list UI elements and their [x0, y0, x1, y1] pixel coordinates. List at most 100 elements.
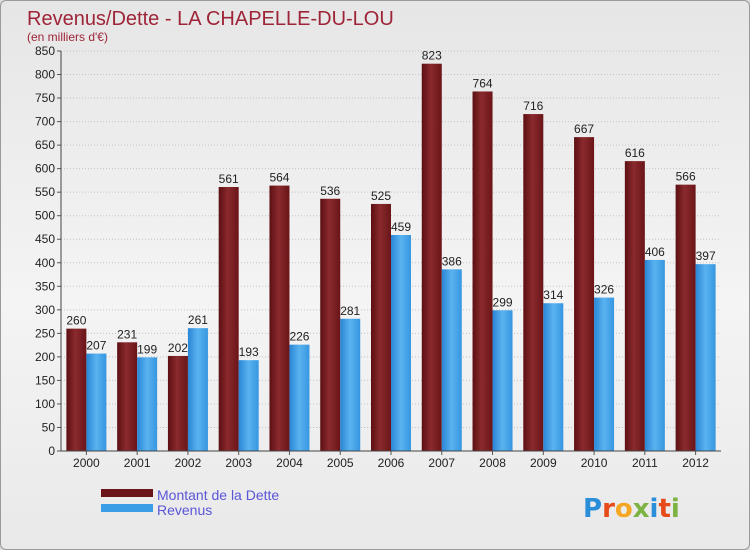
legend-swatch-revenus: [101, 504, 153, 512]
x-tick-label: 2003: [225, 456, 252, 470]
bar-value-label: 231: [117, 327, 137, 341]
bar-dette-2012: [675, 184, 696, 451]
bar-value-label: 406: [645, 245, 665, 259]
bar-value-label: 386: [442, 254, 462, 268]
bar-value-label: 716: [523, 99, 543, 113]
bar-dette-2005: [320, 198, 341, 451]
bar-value-label: 566: [676, 170, 696, 184]
y-tick-label: 300: [35, 303, 55, 317]
bar-dette-2009: [523, 114, 544, 451]
legend-swatch-dette: [101, 489, 153, 497]
chart-subtitle: (en milliers d'€): [27, 30, 108, 44]
y-tick-label: 250: [35, 326, 55, 340]
logo-letter: o: [615, 494, 633, 524]
proxiti-logo: Proxiti: [583, 494, 680, 524]
bar-value-label: 193: [239, 345, 259, 359]
bar-value-label: 299: [493, 295, 513, 309]
y-tick-label: 750: [35, 91, 55, 105]
axes: [60, 51, 721, 452]
x-tick-label: 2001: [124, 456, 151, 470]
y-tick-label: 550: [35, 185, 55, 199]
logo-letter: r: [602, 494, 615, 524]
x-tick-label: 2002: [175, 456, 202, 470]
logo-letter: t: [658, 494, 670, 524]
y-tick-label: 450: [35, 232, 55, 246]
bar-value-label: 207: [86, 339, 106, 353]
bar-value-label: 281: [340, 304, 360, 318]
y-tick-label: 0: [48, 444, 55, 458]
x-tick-label: 2012: [682, 456, 709, 470]
y-tick-label: 100: [35, 397, 55, 411]
bar-value-label: 260: [66, 314, 86, 328]
bar-revenus-2007: [441, 269, 462, 451]
logo-letter: P: [583, 494, 602, 524]
bar-revenus-2011: [644, 259, 665, 451]
y-tick-label: 350: [35, 279, 55, 293]
bar-revenus-2010: [594, 297, 615, 451]
legend-label-revenus: Revenus: [157, 502, 212, 518]
y-tick-label: 800: [35, 68, 55, 82]
bar-value-label: 823: [422, 49, 442, 63]
bar-value-label: 261: [188, 313, 208, 327]
bar-dette-2010: [574, 137, 595, 451]
bar-value-label: 202: [168, 341, 188, 355]
bar-dette-2008: [472, 91, 493, 452]
x-axis-ticks: 2000 2001 2002 2003 2004 2005 2006 2007 2008 2009…: [73, 451, 709, 470]
x-tick-label: 2010: [581, 456, 608, 470]
bar-revenus-2009: [543, 303, 564, 451]
x-tick-label: 2004: [276, 456, 303, 470]
bar-dette-2001: [117, 342, 138, 451]
y-tick-label: 700: [35, 115, 55, 129]
bar-value-label: 525: [371, 189, 391, 203]
bar-revenus-2004: [289, 344, 310, 451]
logo-letter: x: [633, 494, 650, 524]
bar-dette-2006: [371, 203, 391, 451]
bar-revenus-2002: [187, 328, 208, 451]
bar-value-label: 564: [269, 171, 289, 185]
bar-value-label: 459: [391, 220, 411, 234]
bar-value-label: 616: [625, 146, 645, 160]
bar-value-label: 536: [320, 184, 340, 198]
y-tick-label: 200: [35, 350, 55, 364]
bar-dette-2000: [66, 328, 87, 451]
logo-letter: i: [650, 494, 659, 524]
chart-title: Revenus/Dette - LA CHAPELLE-DU-LOU: [27, 8, 394, 30]
legend: Montant de la Dette Revenus: [101, 487, 279, 518]
x-tick-label: 2000: [73, 456, 100, 470]
bar-value-label: 561: [219, 172, 239, 186]
bar-revenus-2006: [391, 235, 411, 451]
bar-value-label: 326: [594, 283, 614, 297]
bar-revenus-2003: [238, 360, 259, 451]
y-tick-label: 150: [35, 373, 55, 387]
bar-value-label: 226: [289, 330, 309, 344]
bar-revenus-2005: [340, 318, 361, 451]
bar-value-label: 667: [574, 122, 594, 136]
bar-dette-2002: [167, 355, 188, 451]
bar-value-label: 199: [137, 342, 157, 356]
x-tick-label: 2005: [327, 456, 354, 470]
bar-revenus-2000: [86, 353, 107, 451]
x-tick-label: 2006: [378, 456, 405, 470]
bar-dette-2007: [421, 63, 442, 452]
x-tick-label: 2008: [479, 456, 506, 470]
x-tick-label: 2009: [530, 456, 557, 470]
legend-label-dette: Montant de la Dette: [157, 487, 279, 503]
y-tick-label: 50: [42, 420, 56, 434]
y-tick-label: 600: [35, 162, 55, 176]
y-axis-ticks: 0 50 100 150 200 250 300 350 400 450 500 550 600 650 7…: [35, 44, 61, 458]
x-tick-label: 2011: [632, 456, 658, 470]
y-tick-label: 650: [35, 138, 55, 152]
bar-dette-2011: [624, 161, 645, 451]
y-tick-label: 850: [35, 44, 55, 58]
bar-value-label: 397: [696, 249, 716, 263]
y-tick-label: 400: [35, 256, 55, 270]
bar-dette-2004: [269, 185, 290, 451]
bar-revenus-2008: [492, 310, 513, 451]
logo-letter: i: [671, 494, 680, 524]
y-tick-label: 500: [35, 209, 55, 223]
bar-value-label: 314: [543, 288, 563, 302]
x-tick-label: 2007: [428, 456, 455, 470]
